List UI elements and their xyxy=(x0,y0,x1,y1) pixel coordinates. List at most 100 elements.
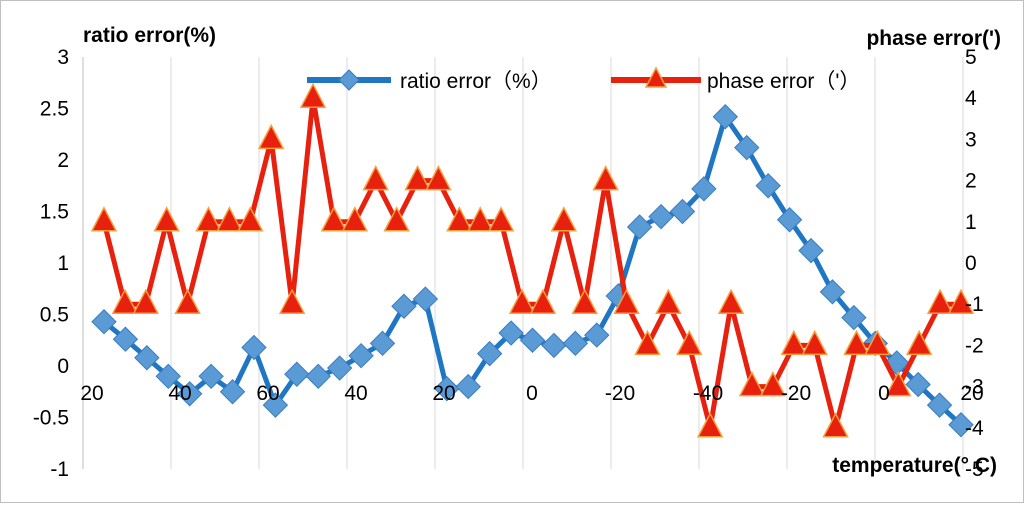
data-point xyxy=(91,309,117,335)
right-tick-label: 3 xyxy=(965,128,977,151)
data-point xyxy=(219,379,246,405)
data-point xyxy=(446,206,473,232)
data-point xyxy=(320,206,348,232)
data-point xyxy=(798,237,824,264)
legend-item-phase: phase error（'） xyxy=(611,66,860,93)
left-tick-label: 0 xyxy=(57,355,69,378)
data-point xyxy=(425,164,452,191)
data-point xyxy=(926,392,953,418)
data-point xyxy=(776,207,803,233)
data-point xyxy=(508,288,536,314)
right-tick-label: -5 xyxy=(965,458,984,481)
legend-label-phase: phase error（'） xyxy=(707,70,860,93)
data-point xyxy=(738,370,766,397)
left-tick-label: 2.5 xyxy=(40,98,69,121)
data-point xyxy=(550,206,578,232)
data-point xyxy=(571,288,598,314)
data-point xyxy=(176,381,203,407)
data-point xyxy=(362,164,389,191)
data-point xyxy=(278,288,306,314)
data-point xyxy=(613,288,640,314)
grid-lines xyxy=(82,57,964,469)
right-tick-label: -4 xyxy=(965,417,984,440)
data-point xyxy=(801,329,828,356)
data-point xyxy=(822,412,849,438)
data-point xyxy=(841,304,867,331)
left-axis-ticks: -1 -0.5 0 0.5 1 1.5 2 2.5 3 xyxy=(33,46,69,481)
data-point xyxy=(626,214,653,240)
x-tick-label: 60 xyxy=(256,382,279,405)
data-point xyxy=(669,198,696,225)
right-tick-label: 4 xyxy=(965,87,977,110)
data-point xyxy=(634,329,661,356)
data-point xyxy=(90,206,118,232)
x-tick-label: -20 xyxy=(781,382,811,405)
x-tick-label: -40 xyxy=(693,382,723,405)
data-point xyxy=(198,363,224,390)
right-tick-label: 0 xyxy=(965,252,977,275)
data-point xyxy=(348,342,374,369)
legend-marker-phase xyxy=(644,66,668,88)
data-point xyxy=(262,392,289,418)
legend-item-ratio: ratio error（%） xyxy=(307,69,552,93)
data-point xyxy=(174,288,201,314)
data-point xyxy=(341,206,369,232)
data-point xyxy=(155,363,181,390)
data-point xyxy=(759,370,787,397)
data-point xyxy=(153,206,180,232)
data-point xyxy=(948,412,974,438)
data-point xyxy=(864,329,891,356)
data-point xyxy=(111,288,139,314)
legend: ratio error（%） phase error（'） xyxy=(307,66,860,93)
left-tick-label: -0.5 xyxy=(33,407,69,430)
data-point xyxy=(455,373,481,400)
data-point xyxy=(257,123,285,150)
data-point xyxy=(592,164,619,191)
right-tick-label: -1 xyxy=(965,293,984,316)
data-point xyxy=(391,293,417,319)
data-point xyxy=(843,329,870,356)
data-point xyxy=(885,370,912,397)
x-tick-label: 0 xyxy=(526,382,538,405)
data-point xyxy=(299,82,327,108)
data-point xyxy=(519,327,546,353)
data-point xyxy=(487,206,515,232)
series-phase-error xyxy=(90,82,975,438)
left-tick-label: 1.5 xyxy=(40,201,69,224)
left-axis-title: ratio error(%) xyxy=(83,24,216,47)
data-point xyxy=(947,288,975,314)
data-point xyxy=(780,329,808,356)
data-point xyxy=(717,288,745,314)
right-tick-label: 2 xyxy=(965,170,977,193)
data-point xyxy=(195,206,222,232)
legend-marker-ratio xyxy=(338,69,360,91)
x-tick-label: 20 xyxy=(960,382,983,405)
x-tick-label: 0 xyxy=(878,382,890,405)
series-line xyxy=(101,95,961,431)
x-tick-label: -20 xyxy=(605,382,635,405)
right-axis-title: phase error(') xyxy=(866,27,1001,50)
data-point xyxy=(529,288,557,314)
x-tick-label: 40 xyxy=(344,382,367,405)
x-axis-ticks: 20 40 60 40 20 0 -20 -40 -20 0 20 xyxy=(80,382,983,405)
data-point xyxy=(404,164,431,191)
data-point xyxy=(819,279,846,305)
data-point xyxy=(467,206,494,232)
data-point xyxy=(369,330,396,357)
data-point xyxy=(112,326,139,352)
x-tick-label: 40 xyxy=(168,382,191,405)
right-tick-label: 1 xyxy=(965,211,977,234)
data-point xyxy=(676,329,703,356)
series-line xyxy=(102,114,963,427)
data-point xyxy=(412,286,439,312)
data-point xyxy=(237,206,264,232)
data-point xyxy=(905,329,933,356)
data-point xyxy=(476,340,503,367)
right-tick-label: -2 xyxy=(965,334,984,357)
series-ratio-error xyxy=(91,104,974,438)
data-point xyxy=(655,288,682,314)
data-point xyxy=(326,355,353,381)
legend-label-ratio: ratio error（%） xyxy=(400,70,552,93)
